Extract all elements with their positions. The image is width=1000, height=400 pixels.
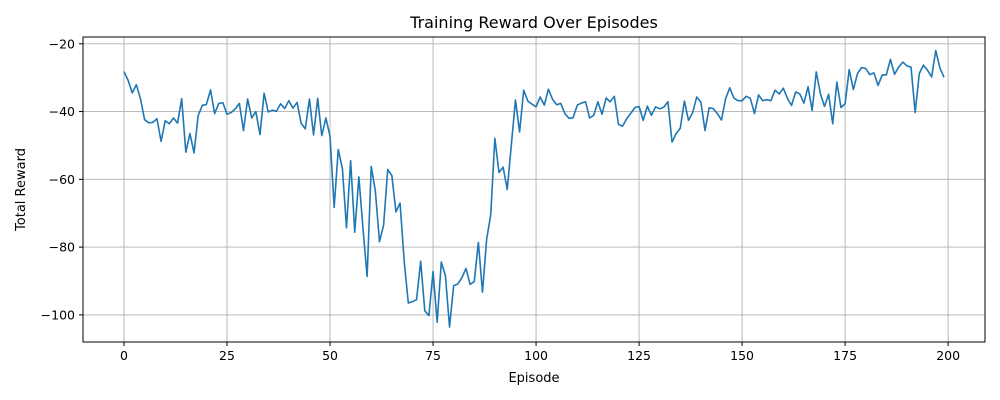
x-tick-label: 100 xyxy=(524,348,548,363)
x-tick-label: 75 xyxy=(425,348,441,363)
x-tick-label: 25 xyxy=(219,348,235,363)
x-tick-label: 50 xyxy=(322,348,338,363)
y-tick-label: −100 xyxy=(41,307,75,322)
x-tick-label: 150 xyxy=(730,348,754,363)
plot-frame xyxy=(82,36,986,343)
y-tick-label: −20 xyxy=(49,36,75,51)
y-tick-label: −80 xyxy=(49,240,75,255)
x-tick-label: 175 xyxy=(833,348,857,363)
x-axis-label: Episode xyxy=(508,371,559,386)
x-tick-label: 125 xyxy=(627,348,651,363)
series-group xyxy=(123,49,945,328)
axis-ticks xyxy=(79,43,949,346)
y-axis-label: Total Reward xyxy=(14,148,29,232)
y-tick-label: −40 xyxy=(49,104,75,119)
tick-labels: 0 25 50 75 100 125 150 175 200 −100 −80 −60 −40 −20 xyxy=(41,36,960,363)
x-tick-label: 0 xyxy=(120,348,128,363)
chart-title: Training Reward Over Episodes xyxy=(409,13,658,32)
y-tick-label: −60 xyxy=(49,172,75,187)
reward-series-line xyxy=(123,49,945,328)
x-tick-label: 200 xyxy=(936,348,960,363)
